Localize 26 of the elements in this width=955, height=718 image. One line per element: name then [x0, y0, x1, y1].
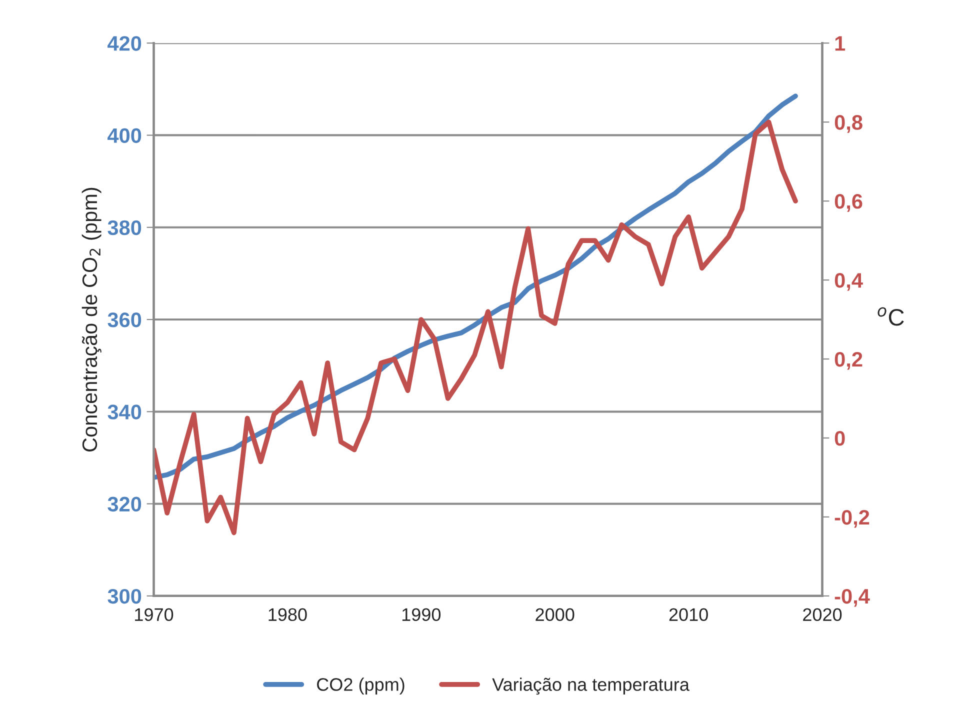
- y-tick-label: 300: [108, 588, 142, 604]
- x-tick-label: 1970: [135, 608, 174, 622]
- y-axis-title: Concentração de CO$_{2}$ (ppm): [82, 188, 102, 452]
- y-tick-label: 400: [108, 128, 142, 143]
- y-tick-label: 340: [108, 404, 142, 420]
- legend-label: CO2 (ppm): [317, 678, 404, 694]
- line-series: [154, 120, 798, 536]
- x-tick-label: 2000: [536, 608, 574, 622]
- x-tick-label: 2010: [669, 608, 708, 622]
- y2-tick-label: 0,4: [834, 273, 863, 291]
- x-tick-label: 2020: [803, 608, 842, 622]
- y2-tick-label: 0: [834, 430, 845, 446]
- y2-tick-label: -0,2: [834, 510, 870, 528]
- y2-tick-label: -0,4: [834, 588, 870, 607]
- y-tick-label: 420: [108, 36, 142, 51]
- y2-tick-label: 0,2: [834, 352, 862, 370]
- y-tick-label: 380: [108, 220, 142, 236]
- x-tick-label: 1990: [402, 608, 441, 622]
- y2-axis-title: $^{o}$C: [878, 307, 904, 326]
- x-tick-label: 1980: [268, 608, 307, 622]
- y-tick-label: 360: [108, 312, 142, 328]
- y2-tick-label: 0,6: [834, 194, 862, 212]
- y-tick-label: 320: [108, 496, 142, 512]
- legend-label: Variação na temperatura: [492, 678, 690, 695]
- y2-tick-label: 0,8: [834, 115, 862, 133]
- y2-tick-label: 1: [835, 36, 846, 51]
